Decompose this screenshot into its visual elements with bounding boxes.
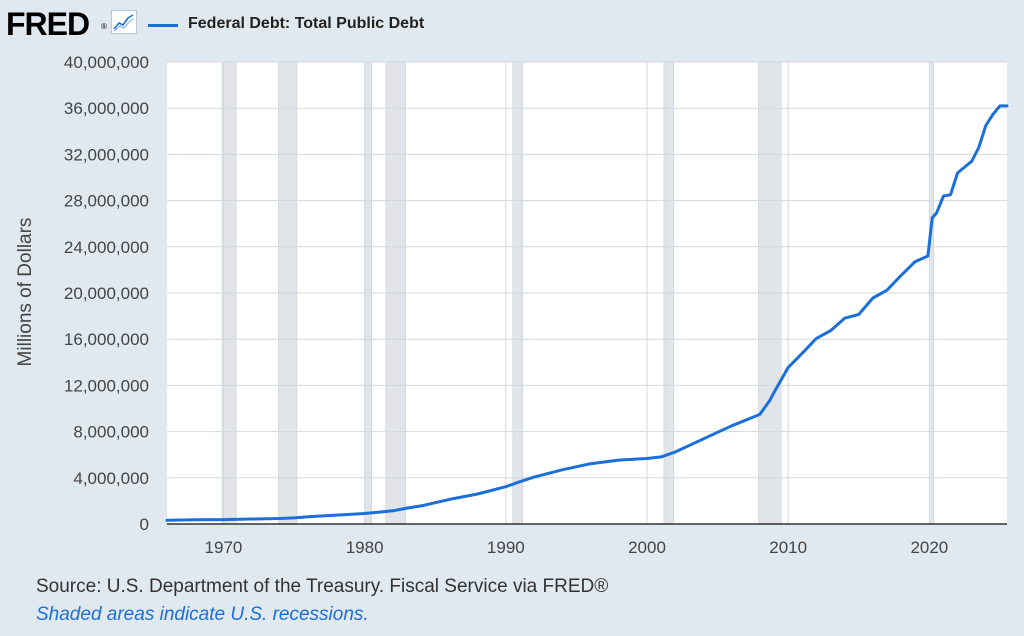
y-tick-label: 16,000,000	[64, 330, 149, 349]
y-tick-label: 20,000,000	[64, 284, 149, 303]
recession-note[interactable]: Shaded areas indicate U.S. recessions.	[36, 604, 369, 625]
x-tick-label: 2000	[628, 538, 666, 557]
y-tick-label: 24,000,000	[64, 238, 149, 257]
source-text: Source: U.S. Department of the Treasury.…	[36, 576, 609, 597]
fred-logo[interactable]: FRED	[6, 6, 90, 42]
y-tick-label: 28,000,000	[64, 192, 149, 211]
x-tick-label: 1990	[487, 538, 525, 557]
y-tick-label: 12,000,000	[64, 376, 149, 395]
y-tick-label: 8,000,000	[73, 423, 149, 442]
x-axis: 1970 1980 1990 2000 2010 2020	[167, 523, 1007, 557]
x-tick-label: 1970	[205, 538, 243, 557]
y-axis: 0 4,000,000 8,000,000 12,000,000 16,000,000 2…	[64, 53, 149, 534]
y-tick-label: 32,000,000	[64, 145, 149, 164]
y-tick-label: 4,000,000	[73, 469, 149, 488]
x-tick-label: 1980	[346, 538, 384, 557]
x-tick-label: 2010	[769, 538, 807, 557]
legend-swatch	[148, 24, 178, 27]
y-tick-label: 40,000,000	[64, 53, 149, 72]
line-chart-icon	[111, 10, 137, 34]
x-tick-label: 2020	[910, 538, 948, 557]
series-layer	[165, 104, 1009, 522]
chart-header: FRED ® Federal Debt: Total Public Debt	[0, 0, 1024, 50]
y-axis-label: Millions of Dollars	[15, 217, 36, 367]
y-tick-label: 36,000,000	[64, 99, 149, 118]
y-tick-label: 0	[140, 515, 149, 534]
registered-mark: ®	[101, 22, 107, 31]
legend-label: Federal Debt: Total Public Debt	[188, 15, 425, 32]
series-line-1[interactable]	[165, 104, 1009, 522]
